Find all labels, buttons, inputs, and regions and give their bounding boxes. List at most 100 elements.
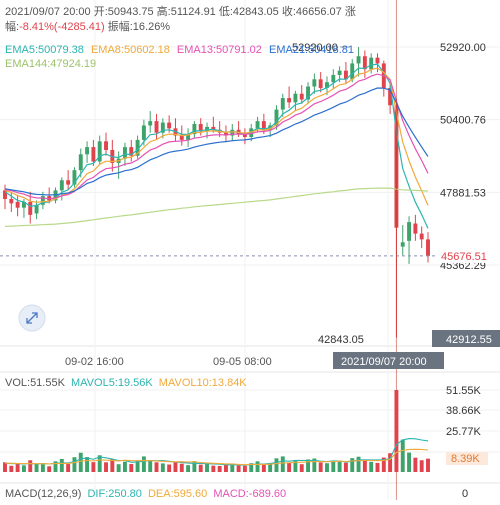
volume-bar-up: [59, 458, 64, 472]
candle-up: [148, 121, 153, 126]
mavol10-legend: MAVOL10:13.84K: [158, 377, 247, 389]
volume-bar-down: [375, 462, 380, 472]
candle-up: [34, 204, 39, 214]
candle-up: [230, 129, 235, 136]
change-value: -8.41%(-4285.41): [19, 21, 105, 33]
volume-bar-down: [91, 462, 96, 472]
volume-bar-up: [400, 439, 405, 472]
candle-up: [255, 121, 260, 129]
volume-bar-down: [224, 463, 228, 472]
volume-bar-down: [211, 465, 216, 472]
candle-up: [369, 57, 374, 70]
mavol5-line: [4, 438, 429, 466]
volume-bar-down: [381, 457, 386, 472]
candle-up: [331, 74, 336, 83]
dea-legend: DEA:595.60: [147, 488, 208, 500]
crosshair-price-badge-bg: [432, 330, 500, 347]
high-price-annotation: 52920.00: [292, 42, 338, 54]
candle-down: [318, 79, 323, 88]
candle-down: [28, 201, 33, 215]
volume-bar-up: [160, 463, 165, 472]
volume-bar-up: [53, 461, 58, 472]
volume-bar-down: [15, 464, 20, 472]
candle-down: [388, 87, 393, 106]
candle-up: [85, 147, 90, 155]
volume-bar-down: [47, 466, 52, 472]
candle-down: [287, 98, 292, 103]
candle-down: [66, 180, 71, 185]
volume-bar-up: [407, 452, 412, 472]
expand-icon-arrow-sw: [26, 318, 32, 324]
volume-bar-down: [388, 453, 393, 472]
volume-bar-down: [426, 458, 430, 472]
crosshair-time-badge: 2021/09/07 20:00: [341, 356, 427, 368]
mavol10-line: [4, 448, 429, 466]
volume-bar-up: [97, 455, 102, 472]
volume-bar-up: [356, 456, 361, 472]
candle-up: [356, 56, 361, 64]
candle-down: [211, 126, 216, 130]
volume-bar-down: [242, 465, 247, 472]
candle-down: [242, 134, 247, 137]
volume-bar-up: [293, 460, 298, 472]
price-axis-tick-label: 52920.00: [440, 42, 486, 54]
ema8-line: [4, 67, 429, 206]
volume-bar-down: [173, 462, 178, 472]
candle-up: [350, 63, 355, 80]
candle-up: [407, 222, 412, 241]
volume-bar-down: [104, 462, 108, 472]
volume-bar-up: [135, 460, 140, 472]
volume-bar-up: [85, 457, 90, 472]
amplitude-value: 振幅:16.26%: [104, 21, 171, 33]
volume-bar-down: [154, 462, 159, 472]
candle-up: [59, 180, 64, 191]
volume-bar-down: [419, 460, 424, 472]
dif-legend: DIF:250.80: [87, 488, 142, 500]
volume-bar-down: [287, 462, 292, 472]
volume-bar-down: [299, 464, 304, 472]
volume-bar-down: [394, 390, 399, 472]
ema5-line: [4, 63, 429, 229]
volume-bar-up: [280, 456, 285, 472]
candle-down: [3, 190, 7, 200]
volume-bar-down: [261, 464, 266, 472]
expand-icon[interactable]: [26, 312, 38, 324]
volume-bar-up: [72, 457, 77, 472]
current-price-tag: 45676.51: [441, 251, 487, 263]
expand-icon-arrow-ne: [32, 312, 38, 318]
volume-bar-up: [255, 461, 260, 472]
candle-up: [192, 124, 197, 135]
volume-bar-down: [28, 460, 33, 472]
ema13-legend: EMA13:50791.02: [176, 44, 262, 56]
candle-down: [154, 121, 159, 133]
ema144-legend-row: EMA144:47924.19: [5, 58, 96, 70]
volume-bar-up: [312, 458, 317, 472]
current-price-tag-bg: [436, 247, 500, 263]
volume-axis-tick-label: 51.55K: [446, 385, 482, 397]
volume-bar-up: [116, 464, 121, 472]
candle-up: [312, 79, 317, 87]
low-price-annotation: 42843.05: [318, 334, 364, 346]
volume-bar-up: [21, 465, 26, 472]
candle-down: [224, 132, 228, 136]
candle-down: [261, 121, 266, 130]
volume-bar-down: [236, 465, 241, 472]
price-axis-tick-label: 50400.76: [440, 115, 486, 127]
candle-down: [419, 233, 424, 240]
price-axis-tick-label: 45362.29: [440, 260, 486, 272]
candle-up: [72, 170, 77, 185]
candle-up: [306, 86, 311, 100]
candle-down: [198, 124, 203, 132]
candle-up: [135, 139, 140, 156]
volume-bar-up: [186, 465, 191, 472]
volume-bar-up: [230, 464, 235, 472]
mavol5-legend: MAVOL5:19.56K: [71, 377, 153, 389]
candle-down: [179, 135, 184, 140]
candle-down: [104, 141, 108, 150]
volume-bar-up: [350, 458, 355, 472]
time-axis-label: 09-02 16:00: [65, 356, 124, 368]
volume-bar-up: [34, 463, 39, 472]
ohlc-header-line2: 幅:-8.41%(-4285.41) 振幅:16.26%: [5, 18, 170, 34]
candle-up: [40, 196, 45, 205]
